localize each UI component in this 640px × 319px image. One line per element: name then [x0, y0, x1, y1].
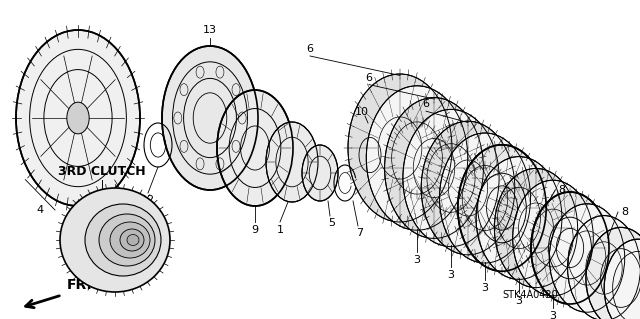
Ellipse shape: [110, 222, 150, 258]
Ellipse shape: [568, 216, 640, 319]
Ellipse shape: [120, 229, 144, 251]
Ellipse shape: [217, 90, 293, 206]
Ellipse shape: [476, 157, 562, 279]
Ellipse shape: [67, 102, 89, 134]
Text: 12: 12: [141, 195, 155, 205]
Text: 3: 3: [481, 283, 488, 293]
Text: 9: 9: [252, 225, 259, 235]
Ellipse shape: [604, 239, 640, 319]
Ellipse shape: [366, 86, 468, 230]
Text: STK4A0420: STK4A0420: [502, 290, 558, 300]
Text: 3RD CLUTCH: 3RD CLUTCH: [58, 165, 146, 178]
Ellipse shape: [60, 188, 170, 292]
Ellipse shape: [513, 180, 593, 296]
Ellipse shape: [85, 204, 161, 276]
Ellipse shape: [586, 227, 640, 319]
Ellipse shape: [385, 98, 483, 238]
Ellipse shape: [302, 145, 338, 201]
Ellipse shape: [266, 122, 318, 202]
Text: 8: 8: [621, 207, 628, 217]
Ellipse shape: [440, 133, 531, 263]
Text: 8: 8: [558, 185, 565, 195]
Ellipse shape: [549, 204, 625, 312]
Text: 3: 3: [447, 270, 454, 279]
Text: 6: 6: [422, 99, 429, 109]
Ellipse shape: [458, 145, 546, 271]
Text: 10: 10: [355, 107, 369, 117]
Text: 4: 4: [36, 205, 44, 215]
Text: 1: 1: [276, 225, 284, 235]
Text: 6: 6: [365, 73, 372, 83]
Text: FR.: FR.: [67, 278, 93, 292]
Text: 7: 7: [356, 228, 364, 238]
Text: 13: 13: [203, 25, 217, 35]
Ellipse shape: [421, 121, 515, 255]
Text: 6: 6: [307, 44, 314, 54]
Ellipse shape: [162, 46, 258, 190]
Ellipse shape: [16, 30, 140, 206]
Text: 3: 3: [550, 311, 557, 319]
Ellipse shape: [99, 214, 155, 266]
Text: 3: 3: [515, 296, 522, 307]
Text: 5: 5: [328, 218, 335, 228]
Text: 3: 3: [413, 255, 420, 265]
Ellipse shape: [403, 109, 499, 247]
Ellipse shape: [348, 74, 452, 222]
Ellipse shape: [350, 123, 390, 187]
Ellipse shape: [127, 234, 139, 246]
Ellipse shape: [531, 192, 609, 304]
Ellipse shape: [494, 168, 578, 288]
